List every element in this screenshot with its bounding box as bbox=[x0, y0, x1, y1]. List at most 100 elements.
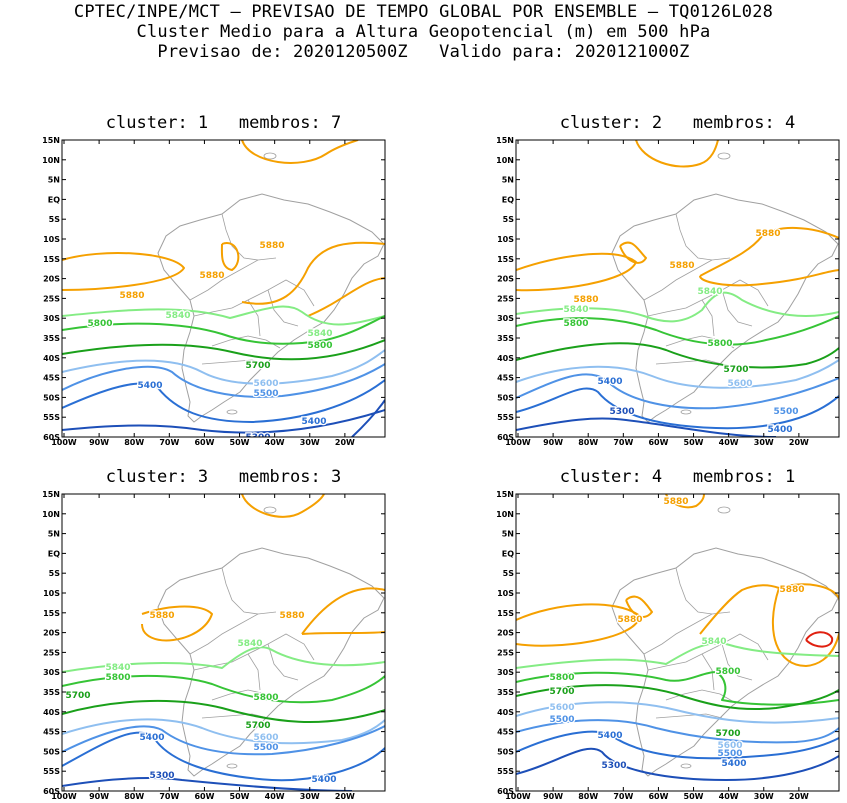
map-content: 5880 5880 5880 5840 5800 5800 5700 5700 5600 5600… bbox=[516, 494, 839, 781]
lon-label: 20W bbox=[335, 792, 355, 801]
geopotential-contour bbox=[351, 399, 385, 437]
lat-label: 30S bbox=[43, 314, 60, 323]
island-outline bbox=[226, 763, 238, 769]
lon-label: 60W bbox=[194, 792, 214, 801]
geopotential-contour bbox=[301, 631, 385, 635]
lat-label: 55S bbox=[43, 413, 60, 422]
lat-label: 55S bbox=[43, 767, 60, 776]
panel-3-map: 5880 588058405840580058005700570056005500… bbox=[42, 490, 386, 801]
lon-label: 70W bbox=[613, 792, 633, 801]
map-content: 5880588058805840584058005800570056005500… bbox=[516, 140, 839, 437]
contour-label: 5300 bbox=[245, 433, 270, 443]
lat-label: 50S bbox=[497, 747, 514, 756]
contour-label: 5840 bbox=[701, 637, 726, 647]
lat-label: 25S bbox=[43, 294, 60, 303]
island-outline bbox=[226, 409, 238, 415]
lon-label: 80W bbox=[578, 792, 598, 801]
contour-label: 5700 bbox=[715, 729, 740, 739]
lat-label: 10S bbox=[497, 235, 514, 244]
lat-label: 5S bbox=[503, 569, 515, 578]
lat-label: 50S bbox=[43, 747, 60, 756]
geopotential-contour bbox=[220, 242, 240, 271]
lon-label: 90W bbox=[543, 438, 563, 447]
panel-3-title: cluster: 3 membros: 3 bbox=[105, 467, 342, 487]
country-border bbox=[201, 359, 269, 365]
lat-label: EQ bbox=[502, 195, 514, 204]
lat-label: 25S bbox=[497, 648, 514, 657]
lon-label: 100W bbox=[51, 792, 77, 801]
panel-2-title: cluster: 2 membros: 4 bbox=[559, 113, 796, 133]
geopotential-contour bbox=[241, 140, 359, 164]
country-border bbox=[665, 335, 735, 349]
lat-label: 10N bbox=[496, 156, 514, 165]
map-content: 5880 588058405840580058005700570056005500… bbox=[62, 494, 385, 791]
country-border bbox=[721, 289, 753, 327]
lat-label: 15N bbox=[496, 490, 514, 499]
contour-label: 5880 bbox=[663, 497, 688, 507]
lat-label: 5N bbox=[48, 530, 60, 539]
contour-label: 5400 bbox=[597, 377, 622, 387]
lon-label: 40W bbox=[719, 792, 739, 801]
lon-label: 30W bbox=[300, 792, 320, 801]
contour-label: 5880 bbox=[119, 291, 144, 301]
geopotential-contour bbox=[141, 605, 213, 642]
lon-label: 20W bbox=[789, 792, 809, 801]
contour-label: 5700 bbox=[65, 691, 90, 701]
lon-label: 70W bbox=[159, 792, 179, 801]
lat-label: 25S bbox=[497, 294, 514, 303]
lat-label: 20S bbox=[497, 629, 514, 638]
country-border bbox=[247, 299, 261, 337]
contour-label: 5400 bbox=[311, 775, 336, 785]
contour-label: 5800 bbox=[307, 341, 332, 351]
lat-label: 15S bbox=[497, 609, 514, 618]
lat-label: 45S bbox=[497, 728, 514, 737]
contour-label: 5800 bbox=[715, 667, 740, 677]
lat-label: 60S bbox=[497, 787, 514, 796]
country-border bbox=[643, 613, 713, 655]
contour-label: 5840 bbox=[237, 639, 262, 649]
contour-label: 5880 bbox=[279, 611, 304, 621]
contour-label: 5880 bbox=[573, 295, 598, 305]
island-outline bbox=[680, 763, 692, 769]
coastline bbox=[611, 547, 839, 777]
lat-label: 15S bbox=[43, 609, 60, 618]
country-border bbox=[675, 213, 731, 261]
country-border bbox=[647, 279, 769, 317]
contour-label: 5500 bbox=[253, 743, 278, 753]
geopotential-contour bbox=[516, 359, 839, 389]
map-frame bbox=[515, 493, 840, 792]
contour-label: 5600 bbox=[727, 379, 752, 389]
geopotential-contour bbox=[62, 339, 385, 361]
geopotential-contour bbox=[635, 140, 719, 168]
lat-label: 30S bbox=[497, 668, 514, 677]
contour-label: 5880 bbox=[199, 271, 224, 281]
country-border bbox=[193, 633, 315, 671]
lat-label: 30S bbox=[497, 314, 514, 323]
geopotential-contour bbox=[62, 252, 185, 291]
lon-label: 40W bbox=[265, 438, 285, 447]
lat-label: 55S bbox=[497, 767, 514, 776]
contour-label: 5880 bbox=[779, 585, 804, 595]
contour-label: 5880 bbox=[259, 241, 284, 251]
lat-label: 15S bbox=[497, 255, 514, 264]
country-border bbox=[267, 643, 299, 681]
contour-label: 5840 bbox=[563, 305, 588, 315]
coastline bbox=[157, 547, 385, 777]
lat-label: 30S bbox=[43, 668, 60, 677]
geopotential-contour bbox=[62, 777, 353, 791]
geopotential-contour bbox=[699, 269, 839, 287]
contour-label: 5700 bbox=[549, 687, 574, 697]
panel-1-title: cluster: 1 membros: 7 bbox=[105, 113, 342, 133]
geopotential-contour bbox=[62, 731, 385, 782]
country-border bbox=[247, 653, 261, 691]
forecast-dates: Previsao de: 2020120500Z Valido para: 20… bbox=[157, 42, 690, 62]
lat-label: 5S bbox=[49, 215, 61, 224]
contour-label: 5840 bbox=[307, 329, 332, 339]
lat-label: 5S bbox=[49, 569, 61, 578]
lat-label: 35S bbox=[43, 688, 60, 697]
lon-label: 40W bbox=[719, 438, 739, 447]
lon-label: 60W bbox=[648, 438, 668, 447]
lon-label: 100W bbox=[51, 438, 77, 447]
contour-label: 5880 bbox=[617, 615, 642, 625]
contour-label: 5880 bbox=[669, 261, 694, 271]
